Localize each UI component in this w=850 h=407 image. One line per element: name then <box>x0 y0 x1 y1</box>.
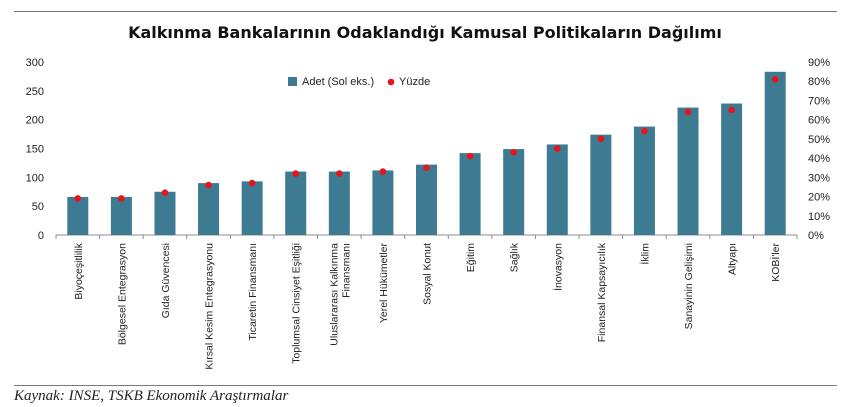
x-category-label: Finansal Kapsayıcılık <box>596 242 608 342</box>
percent-dot <box>118 195 125 202</box>
y-left-tick-label: 300 <box>26 57 44 69</box>
x-category-label: Kırsal Kesim Entegrasyonu <box>204 243 216 370</box>
percent-dot <box>74 195 82 202</box>
y-left-tick-label: 100 <box>26 172 44 184</box>
bar <box>677 107 699 235</box>
y-right-tick-label: 0% <box>808 230 824 242</box>
percent-dot <box>641 127 648 135</box>
y-left-tick-label: 250 <box>26 86 44 98</box>
bar <box>416 164 437 235</box>
y-left-tick-label: 50 <box>32 201 44 213</box>
percent-dot <box>205 181 212 189</box>
percent-dot <box>771 76 779 83</box>
x-category-label: Yerel Hükümetler <box>378 243 390 324</box>
bar <box>764 71 786 235</box>
source-note: Kaynak: INSE, TSKB Ekonomik Araştırmalar <box>14 388 289 404</box>
chart-title: Kalkınma Bankalarının Odaklandığı Kamusa… <box>128 23 722 42</box>
x-category-label: Finansmanı <box>340 243 352 298</box>
x-category-label: İnovasyon <box>551 243 564 291</box>
y-right-tick-label: 20% <box>808 192 830 204</box>
y-left-tick-label: 200 <box>26 115 44 127</box>
bar <box>328 171 350 235</box>
x-category-label: Uluslararası Kalkınma <box>328 243 340 346</box>
bar <box>154 191 176 235</box>
legend-dot-swatch <box>387 78 395 86</box>
x-category-label: Gıda Güvencesi <box>160 243 172 318</box>
chart-area: 0 50 100 150 200 250 300 0% 10% 20% 30% 40% 50% 60% 70… <box>26 57 831 370</box>
bar <box>721 103 743 236</box>
percent-dot <box>597 135 605 143</box>
x-category-label: Eğitim <box>465 243 477 272</box>
percent-dot <box>292 170 300 177</box>
x-category-label: Biyoçeşitlilik <box>73 242 85 299</box>
percent-dot <box>423 164 430 172</box>
percent-dot <box>336 170 343 177</box>
bar <box>459 153 481 235</box>
x-category-label: Toplumsal Cinsiyet Eşitliği <box>291 243 303 364</box>
x-category-label: Sanayinin Gelişimi <box>683 243 695 329</box>
y-left-tick-label: 0 <box>38 230 44 242</box>
x-category-label: Sosyal Konut <box>422 243 434 305</box>
bar <box>110 196 132 235</box>
x-category-label: Altyapı <box>727 243 739 275</box>
bar <box>633 126 655 235</box>
y-right-tick-label: 70% <box>808 95 830 107</box>
y-right-tick-label: 40% <box>808 153 830 165</box>
legend-dot-label: Yüzde <box>399 76 430 88</box>
y-left-tick-label: 150 <box>26 144 44 156</box>
x-category-label: İklim <box>638 243 651 265</box>
percent-dot <box>379 168 387 175</box>
bar <box>198 183 220 235</box>
x-category-label: Sağlık <box>509 242 521 272</box>
bar <box>546 144 568 235</box>
legend-bar-swatch <box>288 77 297 86</box>
top-rule <box>14 11 837 12</box>
percent-dot <box>553 145 561 152</box>
bottom-rule <box>14 385 837 386</box>
bar <box>67 196 89 235</box>
y-right-tick-label: 90% <box>808 57 830 69</box>
bar <box>590 134 612 235</box>
bar <box>503 149 525 235</box>
x-category-label: Ticaretin Finansmanı <box>247 243 259 341</box>
bar <box>372 170 394 235</box>
x-category-label: KOBİ'ler <box>769 242 782 281</box>
percent-dot <box>510 149 517 156</box>
y-right-tick-label: 50% <box>808 134 830 146</box>
y-right-tick-label: 30% <box>808 172 830 184</box>
bar <box>241 181 263 235</box>
y-right-tick-label: 10% <box>808 211 830 223</box>
percent-dot <box>248 179 256 187</box>
x-category-label: Bölgesel Entegrasyon <box>116 243 128 345</box>
bar <box>285 171 307 235</box>
legend-bar-label: Adet (Sol eks.) <box>302 76 374 88</box>
y-right-tick-label: 80% <box>808 76 830 88</box>
percent-dot <box>466 152 474 160</box>
y-right-tick-label: 60% <box>808 115 830 127</box>
percent-dot <box>684 108 692 116</box>
percent-dot <box>161 189 169 197</box>
percent-dot <box>728 106 735 114</box>
